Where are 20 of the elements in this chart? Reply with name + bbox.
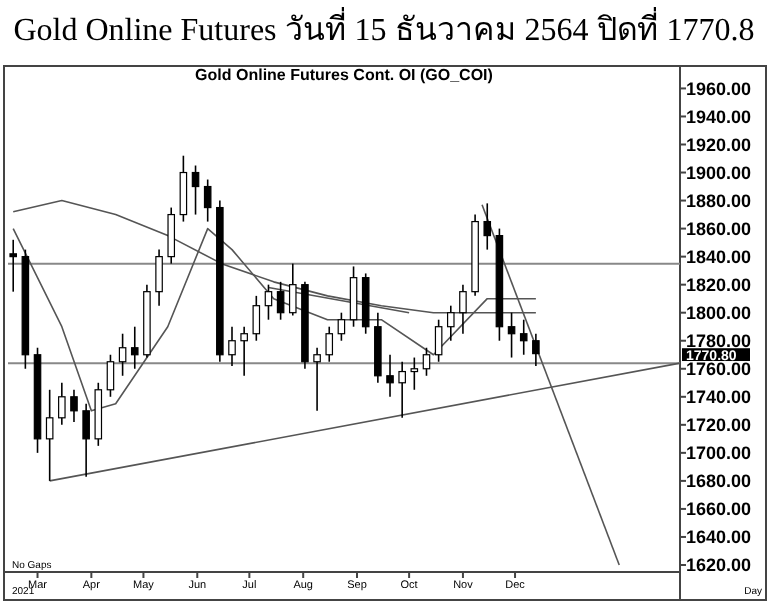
y-tick-label: 1780.00 (686, 331, 752, 352)
y-tick-label: 1920.00 (686, 134, 752, 155)
y-tick-label: 1900.00 (686, 162, 752, 183)
y-tick-label: 1800.00 (686, 303, 752, 324)
y-tick-label: 1740.00 (686, 387, 752, 408)
y-tick-label: 1820.00 (686, 275, 752, 296)
chart-title: Gold Online Futures วันที่ 15 ธันวาคม 2564 ปิดที่ 1770.8 (13, 6, 755, 48)
y-tick-label: 1860.00 (686, 218, 752, 239)
y-tick-label: 1940.00 (686, 106, 752, 127)
y-tick-label: 1760.00 (686, 359, 752, 380)
y-tick-label: 1680.00 (686, 471, 752, 492)
y-tick-label: 1960.00 (686, 78, 752, 99)
y-tick-label: 1640.00 (686, 527, 752, 548)
y-tick-label: 1660.00 (686, 499, 752, 520)
y-tick-label: 1880.00 (686, 190, 752, 211)
y-tick-label: 1700.00 (686, 443, 752, 464)
chart-subtitle: Gold Online Futures Cont. OI (GO_COI) (195, 66, 494, 84)
y-tick-label: 1840.00 (686, 247, 752, 268)
y-tick-label: 1620.00 (686, 555, 752, 576)
y-tick-label: 1720.00 (686, 415, 752, 436)
